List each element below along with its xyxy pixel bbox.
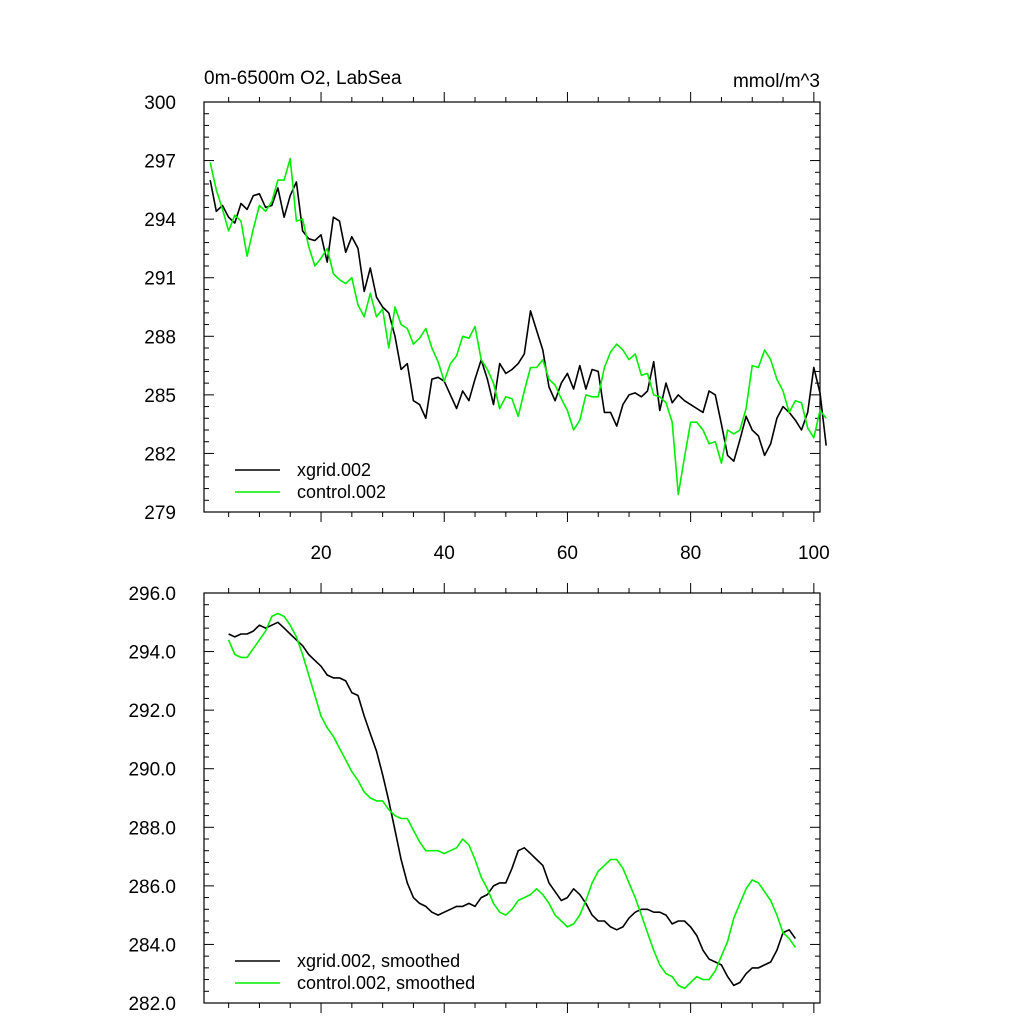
panel-1: 279 282 285 288 291 294 297 300 20 40 60 80 100 0m-65… (144, 68, 829, 564)
plot-frame (203, 592, 821, 1004)
legend-label: control.002, smoothed (297, 973, 475, 993)
y-tick-label: 288 (144, 327, 176, 348)
units-label: mmol/m^3 (733, 71, 820, 92)
y-tick-label: 294.0 (128, 643, 176, 664)
plot-frame (203, 101, 821, 513)
y-tick-label: 282.0 (128, 994, 176, 1015)
y-tick-label: 285 (144, 386, 176, 407)
legend-label: control.002 (297, 482, 386, 502)
y-tick-label: 294 (144, 210, 176, 231)
y-tick-label: 297 (144, 152, 176, 173)
series-line-xgrid-002-smoothed (228, 621, 797, 987)
x-tick-label: 100 (798, 543, 830, 564)
y-tick-label: 296.0 (128, 584, 176, 605)
x-tick-label: 40 (434, 543, 455, 564)
y-tick-label: 284.0 (128, 935, 176, 956)
y-tick-label: 290.0 (128, 760, 176, 781)
y-tick-label: 288.0 (128, 818, 176, 839)
series-line-control-002 (209, 157, 827, 496)
y-tick-label: 279 (144, 503, 176, 524)
legend-label: xgrid.002, smoothed (297, 951, 460, 971)
series-line-xgrid-002 (209, 179, 827, 463)
x-tick-label: 20 (310, 543, 331, 564)
y-tick-label: 286.0 (128, 877, 176, 898)
y-tick-label: 291 (144, 269, 176, 290)
panel-2: 282.0 284.0 286.0 288.0 290.0 292.0 294.0 296.0… (128, 583, 821, 1015)
chart-title: 0m-6500m O2, LabSea (204, 68, 402, 89)
x-tick-label: 80 (680, 543, 701, 564)
series-line-control-002-smoothed (227, 612, 797, 990)
x-tick-label: 60 (557, 543, 578, 564)
y-tick-label: 292.0 (128, 701, 176, 722)
y-tick-label: 300 (144, 93, 176, 114)
y-tick-label: 282 (144, 444, 176, 465)
legend-label: xgrid.002 (297, 460, 371, 480)
